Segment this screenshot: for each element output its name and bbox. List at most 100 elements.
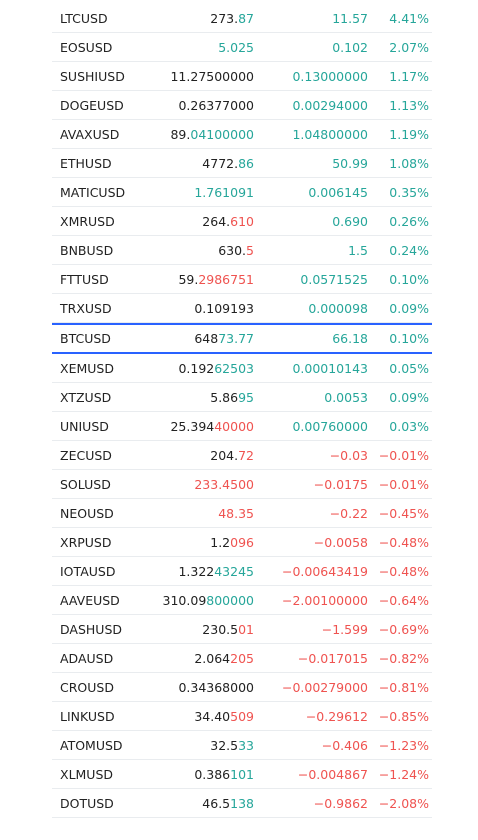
symbol-label: SOLUSD	[60, 476, 111, 492]
change-percent: −0.48%	[378, 563, 429, 579]
change-percent: −1.23%	[378, 737, 429, 753]
change-value: −0.9862	[313, 795, 368, 811]
symbol-label: DASHUSD	[60, 621, 122, 637]
watchlist-row[interactable]: BTCUSD 64873.77 66.18 0.10%	[52, 323, 432, 354]
last-price-base: 2.064	[194, 650, 231, 666]
change-percent: 1.17%	[389, 68, 429, 84]
watchlist-row[interactable]: ATOMUSD 32.533 −0.406 −1.23%	[52, 731, 432, 760]
symbol-label: NEOUSD	[60, 505, 114, 521]
watchlist-row[interactable]: SOLUSD 233.4500 −0.0175 −0.01%	[52, 470, 432, 499]
watchlist-row[interactable]: XLMUSD 0.386101 −0.004867 −1.24%	[52, 760, 432, 789]
last-price-base: 230.5	[202, 621, 239, 637]
symbol-label: EOSUSD	[60, 39, 113, 55]
change-value: −0.29612	[305, 708, 368, 724]
change-value: 0.000098	[308, 300, 368, 316]
watchlist-row[interactable]: LINKUSD 34.40509 −0.29612 −0.85%	[52, 702, 432, 731]
change-percent: 0.26%	[389, 213, 429, 229]
watchlist-row[interactable]: ETHUSD 4772.86 50.99 1.08%	[52, 149, 432, 178]
change-percent: 2.07%	[389, 39, 429, 55]
last-price-changed-digits: 2986751	[198, 271, 254, 287]
change-percent: 0.10%	[389, 331, 429, 346]
symbol-label: XRPUSD	[60, 534, 112, 550]
change-percent: 1.19%	[389, 126, 429, 142]
last-price: 5.025	[218, 40, 254, 55]
change-value: 0.0571525	[300, 271, 368, 287]
last-price-changed-digits: 610	[230, 213, 254, 229]
watchlist-row[interactable]: DOGEUSD 0.26377000 0.00294000 1.13%	[52, 91, 432, 120]
last-price-base: 59.	[178, 271, 199, 287]
symbol-label: XMRUSD	[60, 213, 115, 229]
last-price-changed-digits: 509	[230, 708, 254, 724]
last-price-base: 648	[194, 331, 219, 346]
last-price: 204.72	[210, 448, 254, 463]
watchlist-row[interactable]: XMRUSD 264.610 0.690 0.26%	[52, 207, 432, 236]
symbol-label: SUSHIUSD	[60, 68, 125, 84]
last-price: 1.32243245	[178, 564, 254, 579]
symbol-label: BNBUSD	[60, 242, 114, 258]
watchlist-row[interactable]: XTZUSD 5.8695 0.0053 0.09%	[52, 383, 432, 412]
change-value: 11.57	[332, 10, 368, 26]
watchlist-row[interactable]: AVAXUSD 89.04100000 1.04800000 1.19%	[52, 120, 432, 149]
change-value: 1.5	[348, 242, 368, 258]
last-price-changed-digits: 33	[238, 737, 254, 753]
watchlist-row[interactable]: TRXUSD 0.109193 0.000098 0.09%	[52, 294, 432, 323]
symbol-label: CROUSD	[60, 679, 114, 695]
change-value: −1.599	[321, 621, 368, 637]
watchlist-row[interactable]: DASHUSD 230.501 −1.599 −0.69%	[52, 615, 432, 644]
symbol-label: MATICUSD	[60, 184, 126, 200]
watchlist-row[interactable]: LTCUSD 273.87 11.57 4.41%	[52, 4, 432, 33]
watchlist-row[interactable]: IOTAUSD 1.32243245 −0.00643419 −0.48%	[52, 557, 432, 586]
last-price-base: 0.26377000	[178, 97, 254, 113]
watchlist-row[interactable]: XRPUSD 1.2096 −0.0058 −0.48%	[52, 528, 432, 557]
symbol-label: XTZUSD	[60, 389, 112, 405]
last-price: 11.27500000	[170, 69, 254, 84]
watchlist-row[interactable]: EOSUSD 5.025 0.102 2.07%	[52, 33, 432, 62]
watchlist-row[interactable]: UNIUSD 25.39440000 0.00760000 0.03%	[52, 412, 432, 441]
last-price-base: 264.	[202, 213, 231, 229]
last-price-changed-digits: 86	[238, 155, 254, 171]
symbol-label: ETHUSD	[60, 155, 112, 171]
watchlist-row[interactable]: DOTUSD 46.5138 −0.9862 −2.08%	[52, 789, 432, 818]
change-percent: −0.48%	[378, 534, 429, 550]
change-value: 0.102	[332, 39, 368, 55]
change-percent: 4.41%	[389, 10, 429, 26]
change-value: −0.00279000	[281, 679, 368, 695]
last-price-base: 32.5	[210, 737, 239, 753]
change-value: −0.03	[329, 447, 368, 463]
watchlist: LTCUSD 273.87 11.57 4.41% EOSUSD 5.025 0.102 2.…	[52, 4, 432, 818]
last-price-base: 1.322	[178, 563, 215, 579]
watchlist-row[interactable]: CROUSD 0.34368000 −0.00279000 −0.81%	[52, 673, 432, 702]
watchlist-row[interactable]: FTTUSD 59.2986751 0.0571525 0.10%	[52, 265, 432, 294]
watchlist-row[interactable]: XEMUSD 0.19262503 0.00010143 0.05%	[52, 354, 432, 383]
symbol-label: XEMUSD	[60, 360, 114, 376]
change-value: 0.0053	[324, 389, 368, 405]
last-price-base: 34.40	[194, 708, 231, 724]
symbol-label: IOTAUSD	[60, 563, 116, 579]
watchlist-row[interactable]: ZECUSD 204.72 −0.03 −0.01%	[52, 441, 432, 470]
watchlist-row[interactable]: MATICUSD 1.761091 0.006145 0.35%	[52, 178, 432, 207]
change-value: −2.00100000	[281, 592, 368, 608]
watchlist-row[interactable]: BNBUSD 630.5 1.5 0.24%	[52, 236, 432, 265]
last-price: 1.761091	[194, 185, 254, 200]
symbol-label: ATOMUSD	[60, 737, 123, 753]
change-value: −0.00643419	[281, 563, 368, 579]
last-price: 230.501	[202, 622, 254, 637]
last-price: 59.2986751	[178, 272, 254, 287]
last-price-changed-digits: 800000	[206, 592, 254, 608]
last-price-base: 0.34368000	[178, 679, 254, 695]
last-price-changed-digits: 096	[230, 534, 254, 550]
watchlist-row[interactable]: AAVEUSD 310.09800000 −2.00100000 −0.64%	[52, 586, 432, 615]
change-percent: −0.69%	[378, 621, 429, 637]
change-value: 50.99	[332, 155, 368, 171]
change-value: −0.0058	[313, 534, 368, 550]
last-price-base: 204.	[210, 447, 239, 463]
watchlist-row[interactable]: SUSHIUSD 11.27500000 0.13000000 1.17%	[52, 62, 432, 91]
last-price: 1.2096	[210, 535, 254, 550]
watchlist-row[interactable]: ADAUSD 2.064205 −0.017015 −0.82%	[52, 644, 432, 673]
last-price: 310.09800000	[163, 593, 254, 608]
change-value: −0.017015	[297, 650, 368, 666]
last-price: 233.4500	[194, 477, 254, 492]
change-value: 0.006145	[308, 184, 368, 200]
watchlist-row[interactable]: NEOUSD 48.35 −0.22 −0.45%	[52, 499, 432, 528]
last-price: 0.34368000	[178, 680, 254, 695]
